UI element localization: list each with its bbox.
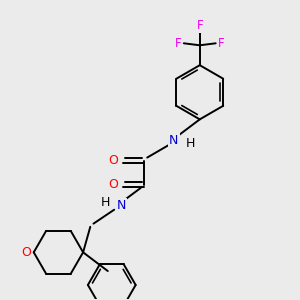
Text: O: O xyxy=(108,178,118,191)
Text: F: F xyxy=(175,37,181,50)
Text: O: O xyxy=(108,154,118,167)
Text: F: F xyxy=(218,37,225,50)
Text: N: N xyxy=(169,134,178,146)
Text: N: N xyxy=(117,199,126,212)
Text: H: H xyxy=(101,196,110,209)
Text: H: H xyxy=(186,137,195,150)
Text: O: O xyxy=(21,246,31,259)
Text: F: F xyxy=(196,19,203,32)
